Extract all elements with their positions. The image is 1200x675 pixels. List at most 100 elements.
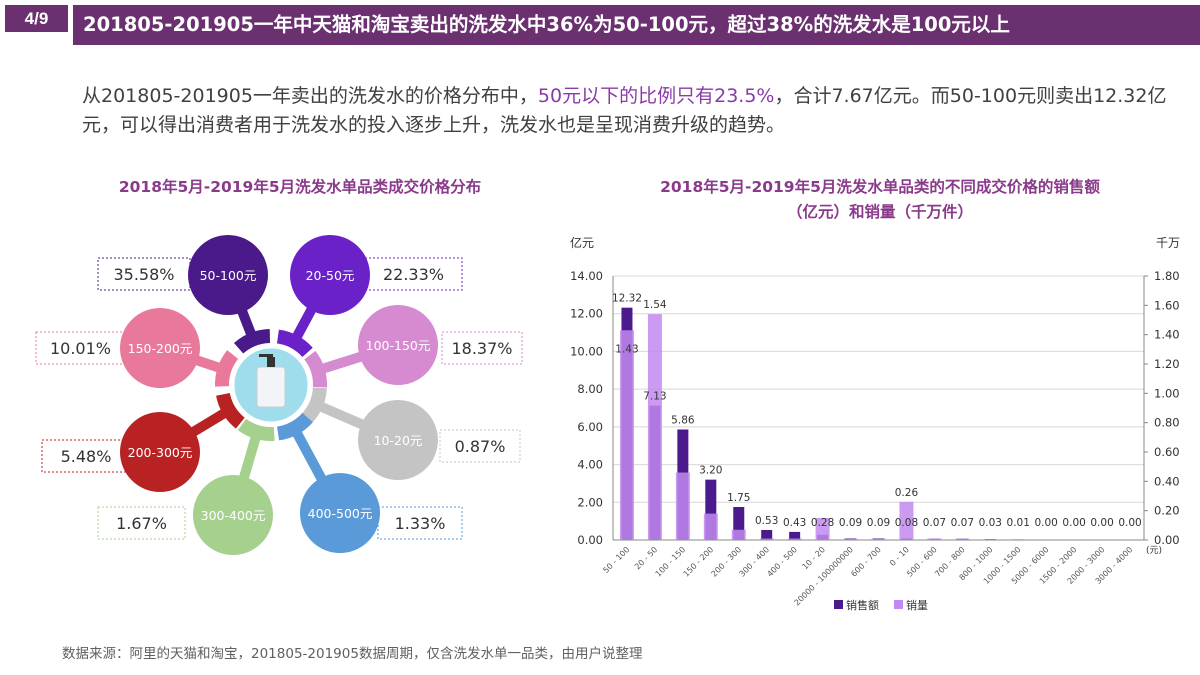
sales-data-label: 0.28 (811, 517, 834, 529)
ring-segment (277, 412, 313, 441)
sales-data-label: 7.13 (643, 391, 666, 403)
ring-segment (216, 393, 245, 429)
bar-volume (955, 538, 970, 540)
sales-data-label: 0.00 (1090, 517, 1113, 529)
y2-tick-label: 1.80 (1154, 269, 1180, 283)
legend-swatch-volume (894, 600, 903, 609)
legend-label-sales: 销售额 (846, 598, 879, 612)
bubble-label: 50-100元 (200, 268, 257, 283)
bubble (358, 400, 438, 480)
bar-volume (619, 330, 634, 540)
sales-data-label: 0.07 (923, 517, 946, 529)
bar-sales (705, 479, 717, 540)
volume-data-label: 1.43 (615, 343, 638, 355)
sales-data-label: 0.00 (1118, 517, 1141, 529)
summary-paragraph: 从201805-201905一年卖出的洗发水的价格分布中，50元以下的比例只有2… (82, 82, 1172, 140)
chart-title-line2: （亿元）和销量（千万件） (786, 203, 973, 221)
sales-data-label: 0.00 (1062, 517, 1085, 529)
bubble-label: 400-500元 (308, 506, 373, 521)
y2-tick-label: 1.20 (1154, 357, 1180, 371)
y2-tick-label: 1.40 (1154, 328, 1180, 342)
y2-tick-label: 0.60 (1154, 445, 1180, 459)
y-tick-label: 0.00 (577, 533, 603, 547)
ring-segment (301, 387, 327, 424)
y2-tick-label: 0.80 (1154, 416, 1180, 430)
sales-data-label: 0.00 (1034, 517, 1057, 529)
bar-sales (789, 531, 801, 540)
sales-data-label: 1.75 (727, 492, 750, 504)
summary-highlight: 50元以下的比例只有23.5% (537, 85, 775, 107)
bubble (358, 305, 438, 385)
x-tick-label: 10 - 20 (801, 545, 827, 571)
legend-swatch-sales (834, 600, 843, 609)
bubble (300, 473, 380, 553)
bubble (290, 235, 370, 315)
percent-box (97, 506, 186, 540)
percent-value: 22.33% (383, 265, 444, 284)
sales-data-label: 0.01 (1007, 517, 1030, 529)
shampoo-bottle-icon (256, 354, 286, 408)
y-axis-label: 亿元 (570, 235, 594, 250)
bubble-label: 150-200元 (128, 341, 193, 356)
volume-data-label: 0.26 (895, 487, 919, 499)
percent-value: 1.33% (395, 514, 446, 533)
segment-100-150元: 100-150元 18.37% (304, 305, 523, 388)
bar-volume (815, 518, 830, 540)
y2-tick-label: 1.60 (1154, 298, 1180, 312)
bar-volume (927, 538, 942, 540)
bar-sales (984, 539, 996, 540)
x-tick-label: 600 - 700 (849, 545, 883, 579)
price-distribution-infographic: 50-100元 35.58% 20-50元 22.33% 150-200元 10.01% 1… (35, 235, 523, 555)
data-source-footer: 数据来源：阿里的天猫和淘宝，201805-201905数据周期，仅含洗发水单一品… (62, 646, 643, 662)
ring-segment (304, 350, 327, 388)
y2-tick-label: 0.20 (1154, 504, 1180, 518)
ring-segment (237, 418, 275, 441)
bubble (188, 235, 268, 315)
segment-10-20元: 10-20元 0.87% (301, 387, 521, 480)
sales-data-label: 3.20 (699, 465, 722, 477)
percent-value: 35.58% (113, 265, 174, 284)
bubble-label: 10-20元 (374, 433, 423, 448)
percent-value: 10.01% (50, 339, 111, 358)
infographic-title: 2018年5月-2019年5月洗发水单品类成交价格分布 (118, 178, 482, 196)
y-tick-label: 2.00 (577, 495, 603, 509)
y-tick-label: 10.00 (570, 344, 603, 358)
bubble-label: 200-300元 (128, 445, 193, 460)
bar-volume (787, 538, 802, 540)
chart-title: 2018年5月-2019年5月洗发水单品类的不同成交价格的销售额 （亿元）和销量（… (590, 175, 1170, 225)
y2-axis-label: 千万 (1156, 236, 1180, 250)
bubble-label: 100-150元 (366, 338, 431, 353)
percent-value: 5.48% (61, 447, 112, 466)
y-tick-label: 4.00 (577, 458, 603, 472)
sales-data-label: 0.07 (951, 517, 974, 529)
y2-tick-label: 0.40 (1154, 474, 1180, 488)
percent-box (439, 429, 521, 463)
chart-title-line1: 2018年5月-2019年5月洗发水单品类的不同成交价格的销售额 (660, 178, 1100, 196)
bar-volume (759, 538, 774, 540)
percent-box (441, 331, 523, 365)
bar-volume (703, 513, 718, 540)
sales-data-label: 0.43 (783, 517, 806, 529)
sales-data-label: 0.08 (895, 517, 918, 529)
bubble (193, 475, 273, 555)
bar-sales (733, 507, 745, 540)
y2-tick-label: 1.00 (1154, 386, 1180, 400)
segment-200-300元: 200-300元 5.48% (41, 393, 245, 492)
bar-volume (647, 314, 662, 540)
bar-volume (675, 472, 690, 540)
bubble-label: 300-400元 (201, 508, 266, 523)
segment-400-500元: 400-500元 1.33% (277, 412, 463, 553)
slide-title: 201805-201905一年中天猫和淘宝卖出的洗发水中36%为50-100元，… (73, 5, 1200, 45)
sales-data-label: 0.09 (867, 517, 890, 529)
sales-data-label: 5.86 (671, 414, 695, 426)
bar-volume (899, 501, 914, 540)
summary-text-2: ，合计7.67亿元。而50-100元则卖出12.32亿元，可以得出消费者用于洗发… (82, 85, 1167, 136)
sales-data-label: 0.09 (839, 517, 862, 529)
bar-sales (761, 530, 773, 540)
percent-box (35, 331, 126, 365)
bubble (120, 412, 200, 492)
sales-data-label: 0.53 (755, 515, 778, 527)
y-tick-label: 8.00 (577, 382, 603, 396)
segment-20-50元: 20-50元 22.33% (276, 235, 463, 358)
